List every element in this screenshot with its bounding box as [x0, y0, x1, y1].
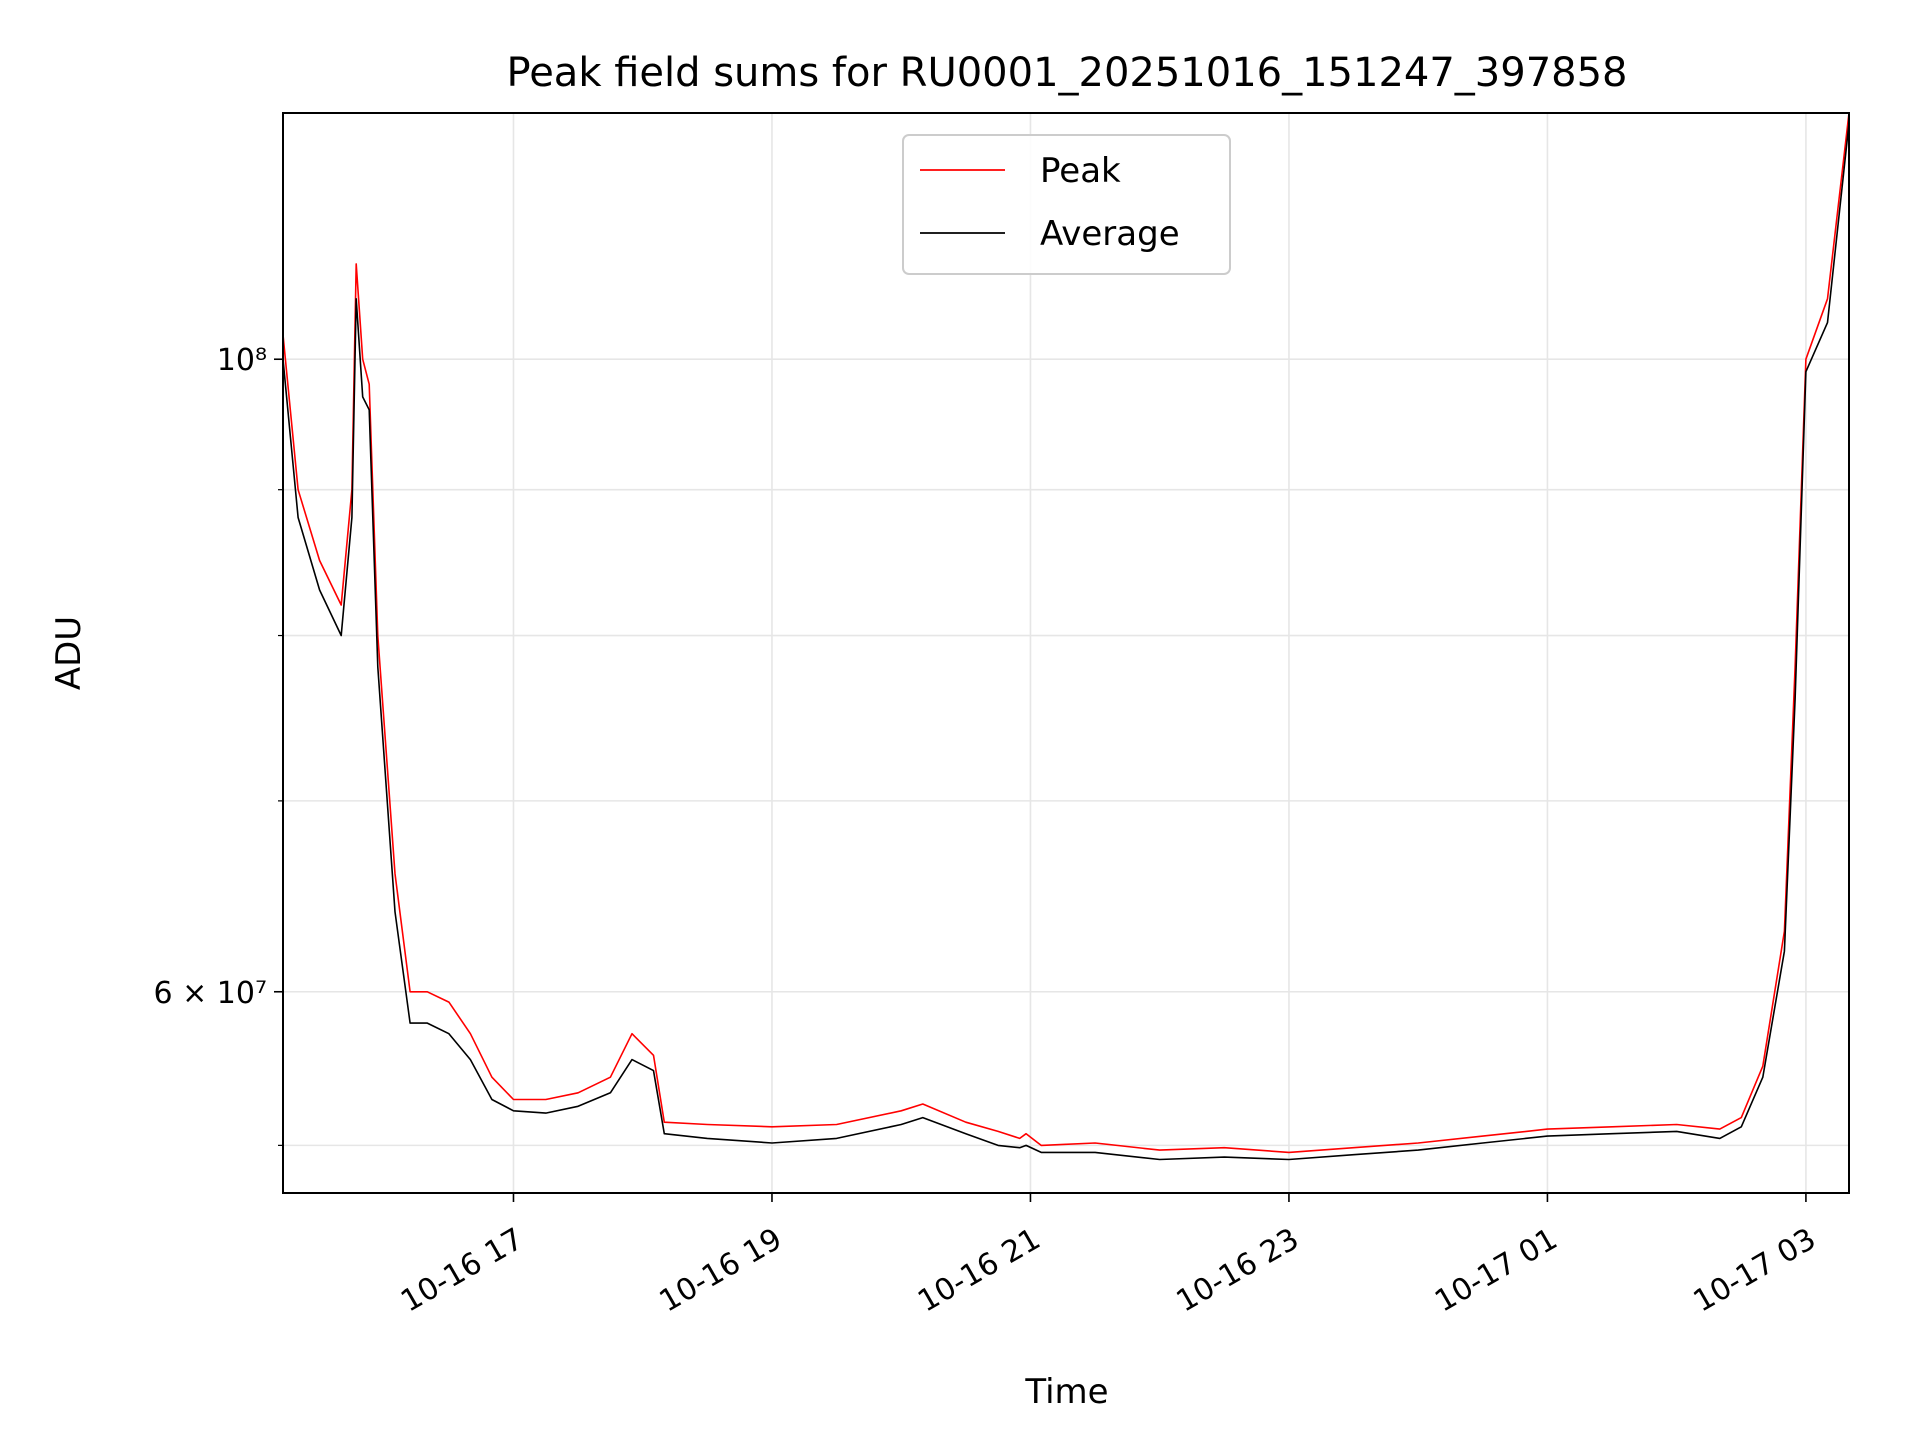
chart-title: Peak field sums for RU0001_20251016_1512… [507, 50, 1628, 96]
series-layer [283, 113, 1849, 1161]
x-tick-label: 10-16 23 [1171, 1222, 1305, 1320]
legend-label-average: Average [1040, 214, 1180, 254]
plot-frame [282, 112, 1850, 1194]
y-axis: 6 × 10⁷ 10⁸ [154, 343, 283, 1146]
y-tick-label: 10⁸ [217, 343, 267, 378]
grid [283, 113, 1849, 1193]
x-tick-label: 10-17 03 [1688, 1222, 1822, 1320]
x-tick-label: 10-16 21 [912, 1222, 1046, 1320]
x-tick-label: 10-16 17 [395, 1222, 529, 1320]
series-line-average [283, 123, 1849, 1161]
x-axis-label: Time [1024, 1372, 1108, 1412]
x-tick-label: 10-17 01 [1429, 1222, 1563, 1320]
x-tick-label: 10-16 19 [654, 1222, 788, 1320]
legend-label-peak: Peak [1040, 151, 1121, 191]
legend: Peak Average [902, 134, 1231, 275]
x-axis: 10-16 17 10-16 19 10-16 21 10-16 23 10-17 01… [395, 1193, 1822, 1319]
y-axis-label: ADU [49, 616, 89, 690]
y-tick-label: 6 × 10⁷ [154, 976, 268, 1011]
series-line-peak [283, 113, 1849, 1154]
